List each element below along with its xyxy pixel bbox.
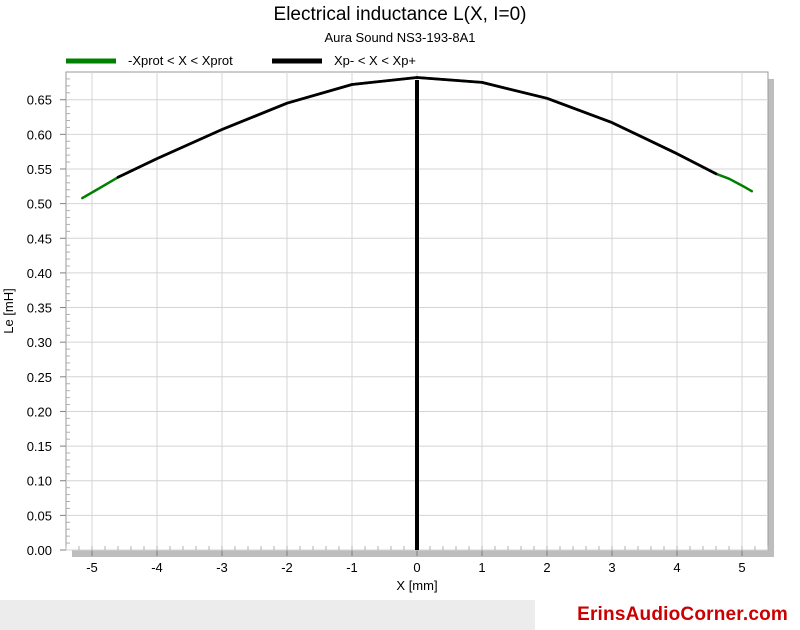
brand-link[interactable]: ErinsAudioCorner.com — [577, 604, 788, 625]
x-tick-label: 4 — [673, 560, 680, 575]
x-axis-label: X [mm] — [396, 578, 437, 593]
x-tick-label: -2 — [281, 560, 293, 575]
y-tick-label: 0.35 — [27, 301, 52, 316]
x-tick-label: 3 — [608, 560, 615, 575]
y-tick-label: 0.55 — [27, 162, 52, 177]
data-point — [416, 76, 418, 79]
data-point — [351, 83, 353, 86]
data-point — [286, 102, 288, 104]
data-point — [676, 153, 678, 155]
data-point — [546, 97, 548, 99]
data-point — [611, 122, 613, 124]
series-group — [81, 76, 754, 200]
y-tick-label: 0.25 — [27, 370, 52, 385]
y-tick-label: 0.20 — [27, 404, 52, 419]
y-tick-label: 0.05 — [27, 508, 52, 523]
data-point — [481, 81, 483, 83]
legend-label-xprot: -Xprot < X < Xprot — [128, 53, 233, 68]
data-point — [728, 178, 730, 180]
inductance-chart: Electrical inductance L(X, I=0) Aura Sou… — [1, 4, 774, 593]
y-tick-label: 0.60 — [27, 127, 52, 142]
footer-bar: ErinsAudioCorner.com — [0, 600, 800, 630]
footer-brand-box: ErinsAudioCorner.com — [535, 600, 800, 630]
y-tick-label: 0.45 — [27, 231, 52, 246]
y-tick-label: 0.15 — [27, 439, 52, 454]
y-tick-label: 0.00 — [27, 543, 52, 558]
x-tick-label: -5 — [86, 560, 98, 575]
data-point — [81, 197, 83, 199]
y-tick-label: 0.30 — [27, 335, 52, 350]
x-tick-label: -3 — [216, 560, 228, 575]
legend: -Xprot < X < Xprot Xp- < X < Xp+ — [66, 53, 416, 68]
data-point — [156, 158, 158, 160]
x-tick-label: 0 — [413, 560, 420, 575]
chart-subtitle: Aura Sound NS3-193-8A1 — [324, 30, 475, 45]
y-tick-labels: 0.00 0.05 0.10 0.15 0.20 0.25 0.30 0.35 0.40 0.45… — [27, 93, 52, 558]
data-point — [221, 128, 223, 131]
minor-ticks — [65, 78, 769, 550]
x-tick-label: 2 — [543, 560, 550, 575]
legend-label-xp: Xp- < X < Xp+ — [334, 53, 416, 68]
data-point — [91, 191, 93, 194]
x-tick-label: 1 — [478, 560, 485, 575]
data-point — [751, 190, 753, 192]
y-tick-label: 0.40 — [27, 266, 52, 281]
data-point — [104, 184, 106, 186]
x-tick-labels: -5 -4 -3 -2 -1 0 1 2 3 4 5 — [86, 560, 745, 575]
x-tick-label: 5 — [738, 560, 745, 575]
x-tick-label: -4 — [151, 560, 163, 575]
y-tick-label: 0.65 — [27, 93, 52, 108]
y-axis-label: Le [mH] — [1, 288, 16, 334]
y-tick-label: 0.10 — [27, 474, 52, 489]
data-point — [117, 176, 119, 178]
chart-title: Electrical inductance L(X, I=0) — [274, 4, 527, 25]
data-point — [715, 173, 717, 175]
y-tick-label: 0.50 — [27, 197, 52, 212]
data-point — [741, 185, 743, 187]
x-tick-label: -1 — [346, 560, 358, 575]
